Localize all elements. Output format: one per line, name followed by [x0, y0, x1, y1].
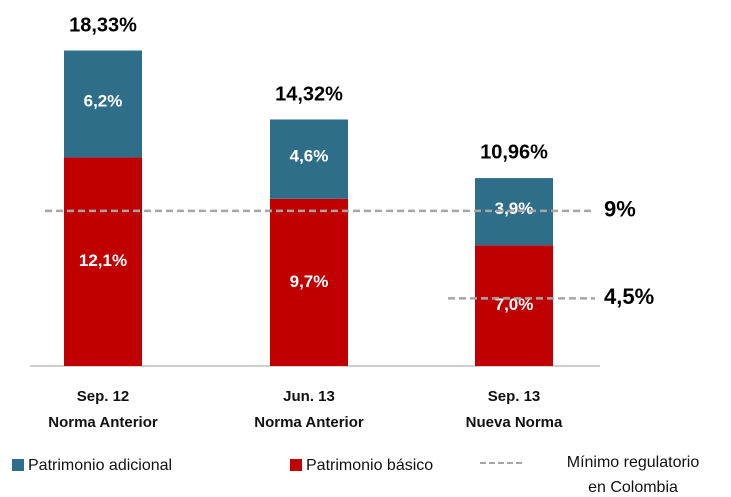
legend-label: en Colombia — [588, 479, 678, 496]
value-label: 6,2% — [84, 91, 123, 110]
bar-segment — [64, 50, 142, 158]
x-tick-label: Sep. 13 — [488, 388, 541, 405]
x-tick-label: Norma Anterior — [254, 414, 364, 431]
value-label: 7,0% — [495, 295, 534, 314]
reference-label: 9% — [604, 197, 636, 222]
bar-segment — [475, 245, 553, 366]
value-label: 12,1% — [79, 251, 127, 270]
x-tick-label: Sep. 12 — [77, 388, 130, 405]
value-label: 4,6% — [290, 147, 329, 166]
legend-label: Patrimonio básico — [306, 457, 433, 474]
x-tick-label: Jun. 13 — [283, 388, 335, 405]
bar-segment — [64, 157, 142, 366]
total-label: 10,96% — [480, 141, 548, 163]
legend-label: Mínimo regulatorio — [567, 454, 700, 471]
value-label: 3,9% — [495, 199, 534, 218]
total-label: 14,32% — [275, 83, 343, 105]
legend-swatch — [290, 459, 302, 471]
x-tick-label: Nueva Norma — [466, 414, 563, 431]
legend-swatch — [12, 459, 24, 471]
reference-label: 4,5% — [604, 284, 654, 309]
value-label: 9,7% — [290, 272, 329, 291]
x-tick-label: Norma Anterior — [48, 414, 158, 431]
total-label: 18,33% — [69, 14, 137, 36]
bar-segment — [270, 119, 348, 199]
bar-segment — [270, 198, 348, 366]
legend-label: Patrimonio adicional — [28, 457, 172, 474]
